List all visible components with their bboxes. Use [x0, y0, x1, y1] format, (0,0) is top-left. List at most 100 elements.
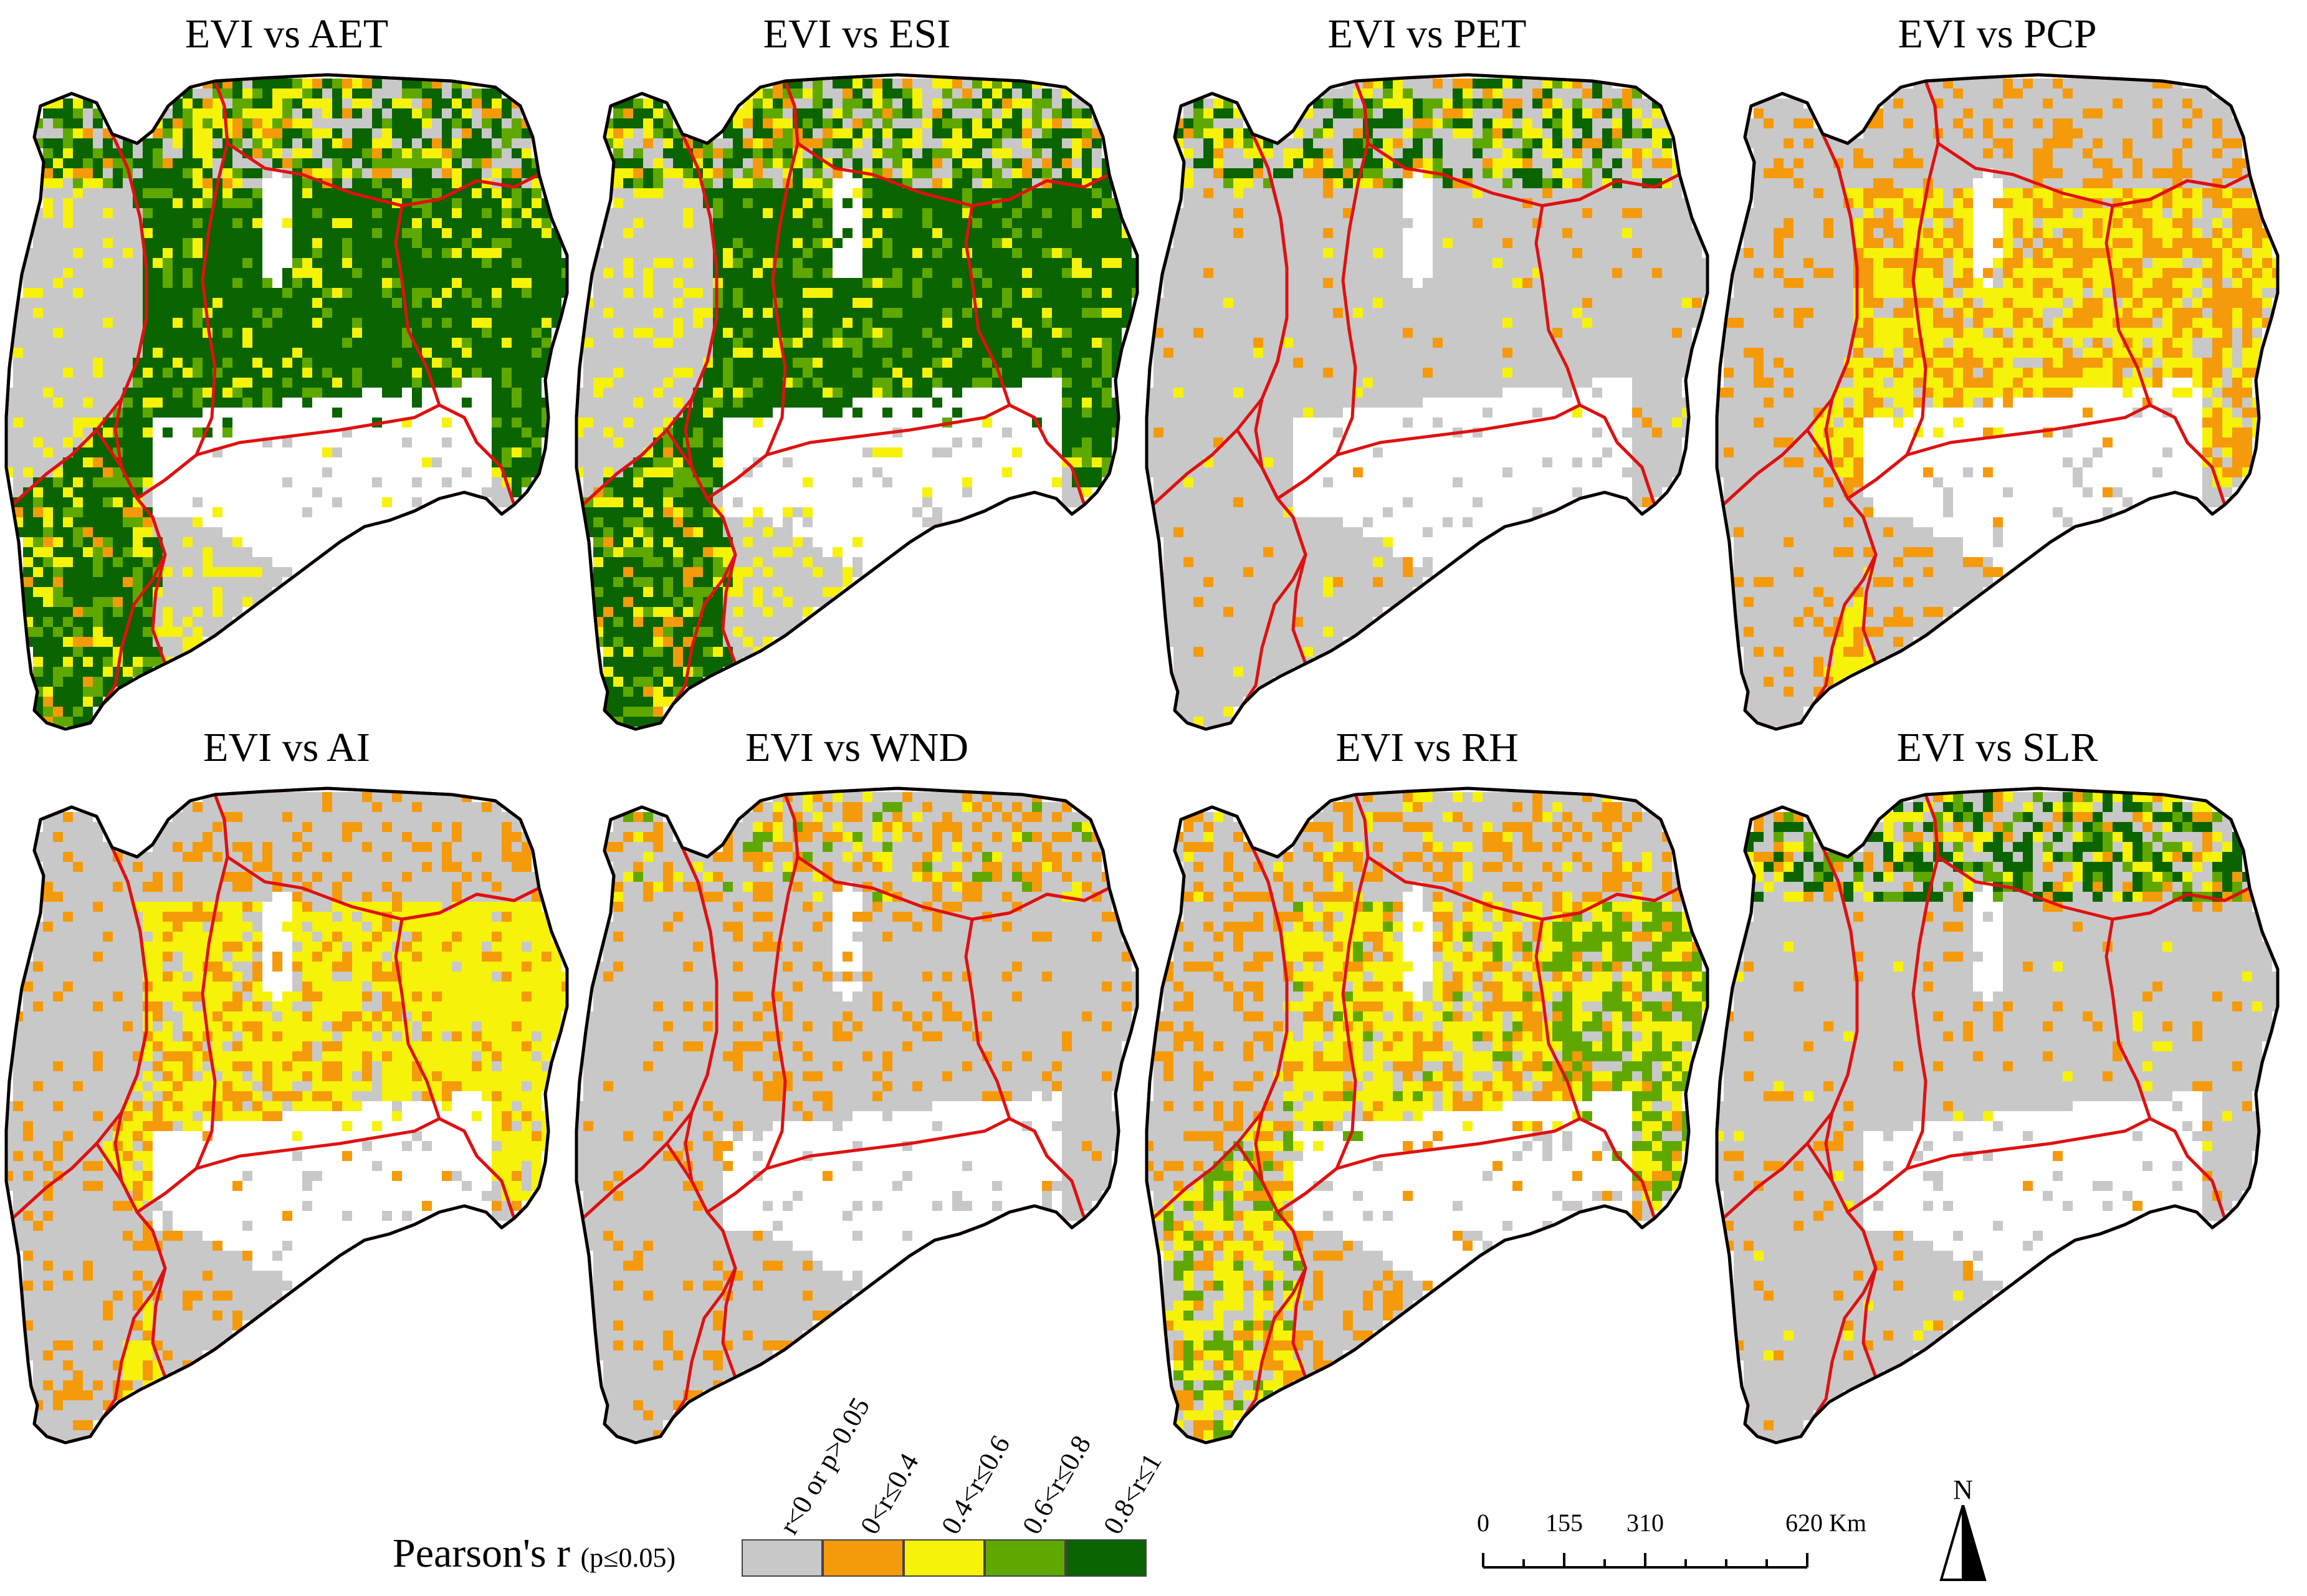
raster-cell — [1072, 188, 1082, 198]
raster-cell — [412, 88, 422, 98]
raster-cell — [193, 318, 203, 328]
raster-cell — [442, 248, 452, 258]
raster-cell — [153, 328, 163, 338]
raster-cell — [1203, 108, 1213, 118]
raster-cell — [1002, 318, 1012, 328]
raster-cell — [153, 168, 163, 178]
raster-cell — [372, 168, 382, 178]
raster-cell — [1413, 158, 1423, 168]
raster-cell — [213, 607, 222, 617]
raster-cell — [693, 338, 703, 348]
raster-cell — [1052, 268, 1062, 278]
raster-cell — [103, 248, 113, 258]
raster-cell — [422, 258, 432, 268]
raster-cell — [532, 418, 542, 428]
raster-cell — [593, 348, 603, 358]
raster-cell — [633, 378, 643, 388]
raster-cell — [432, 358, 442, 368]
raster-cell — [372, 158, 382, 168]
raster-cell — [492, 447, 502, 457]
raster-cell — [53, 408, 63, 418]
raster-cell — [633, 537, 643, 547]
raster-cell — [853, 108, 862, 118]
raster-cell — [1022, 258, 1032, 268]
raster-cell — [322, 128, 332, 138]
raster-cell — [1333, 148, 1343, 158]
raster-cell — [633, 318, 643, 328]
raster-cell — [282, 437, 292, 447]
raster-cell — [1002, 258, 1012, 268]
raster-cell — [362, 358, 372, 368]
raster-cell — [153, 617, 163, 627]
raster-cell — [452, 318, 462, 328]
raster-cell — [862, 308, 872, 318]
raster-cell — [882, 378, 892, 388]
raster-cell — [23, 288, 33, 298]
raster-cell — [1072, 168, 1082, 178]
raster-cell — [1313, 168, 1323, 178]
raster-cell — [633, 527, 643, 537]
raster-cell — [183, 348, 193, 358]
raster-cell — [723, 278, 733, 288]
raster-cell — [342, 368, 352, 378]
raster-cell — [1022, 198, 1032, 208]
raster-cell — [1092, 218, 1102, 228]
raster-cell — [432, 378, 442, 388]
raster-cell — [862, 358, 872, 368]
raster-cell — [613, 607, 623, 617]
raster-cell — [302, 118, 312, 128]
raster-cell — [753, 128, 763, 138]
raster-cell — [13, 368, 23, 378]
raster-cell — [763, 398, 773, 408]
raster-cell — [173, 607, 183, 617]
raster-cell — [593, 328, 603, 338]
raster-cell — [593, 447, 603, 457]
raster-cell — [53, 358, 63, 368]
raster-cell — [663, 667, 673, 677]
raster-cell — [1592, 158, 1602, 168]
raster-cell — [962, 118, 972, 128]
raster-cell — [1632, 108, 1642, 118]
raster-cell — [73, 388, 83, 398]
raster-cell — [452, 158, 462, 168]
raster-cell — [362, 178, 372, 188]
raster-cell — [633, 467, 643, 477]
raster-cell — [53, 577, 63, 587]
raster-cell — [43, 388, 53, 398]
raster-cell — [492, 148, 502, 158]
raster-cell — [432, 328, 442, 338]
raster-cell — [512, 487, 522, 497]
raster-cell — [643, 168, 653, 178]
raster-cell — [113, 368, 123, 378]
raster-cell — [902, 248, 912, 258]
raster-cell — [163, 378, 173, 388]
raster-cell — [793, 158, 803, 168]
raster-cell — [43, 138, 53, 148]
raster-cell — [813, 597, 823, 607]
raster-cell — [743, 647, 753, 657]
raster-cell — [603, 607, 613, 617]
raster-cell — [522, 198, 532, 208]
raster-cell — [663, 477, 673, 487]
raster-cell — [123, 308, 133, 318]
raster-cell — [1072, 278, 1082, 288]
raster-cell — [153, 657, 163, 667]
raster-cell — [912, 158, 922, 168]
raster-cell — [1213, 118, 1223, 128]
raster-cell — [673, 667, 683, 677]
raster-cell — [593, 507, 603, 517]
raster-cell — [512, 308, 522, 318]
raster-cell — [833, 577, 843, 587]
raster-cell — [922, 108, 932, 118]
raster-cell — [452, 238, 462, 248]
raster-cell — [272, 148, 282, 158]
raster-cell — [713, 418, 723, 428]
raster-cell — [153, 218, 163, 228]
raster-cell — [1062, 138, 1072, 148]
raster-cell — [663, 148, 673, 158]
raster-cell — [952, 108, 962, 118]
raster-cell — [252, 98, 262, 108]
raster-cell — [83, 577, 93, 587]
raster-cell — [1002, 428, 1012, 437]
raster-cell — [1012, 278, 1022, 288]
